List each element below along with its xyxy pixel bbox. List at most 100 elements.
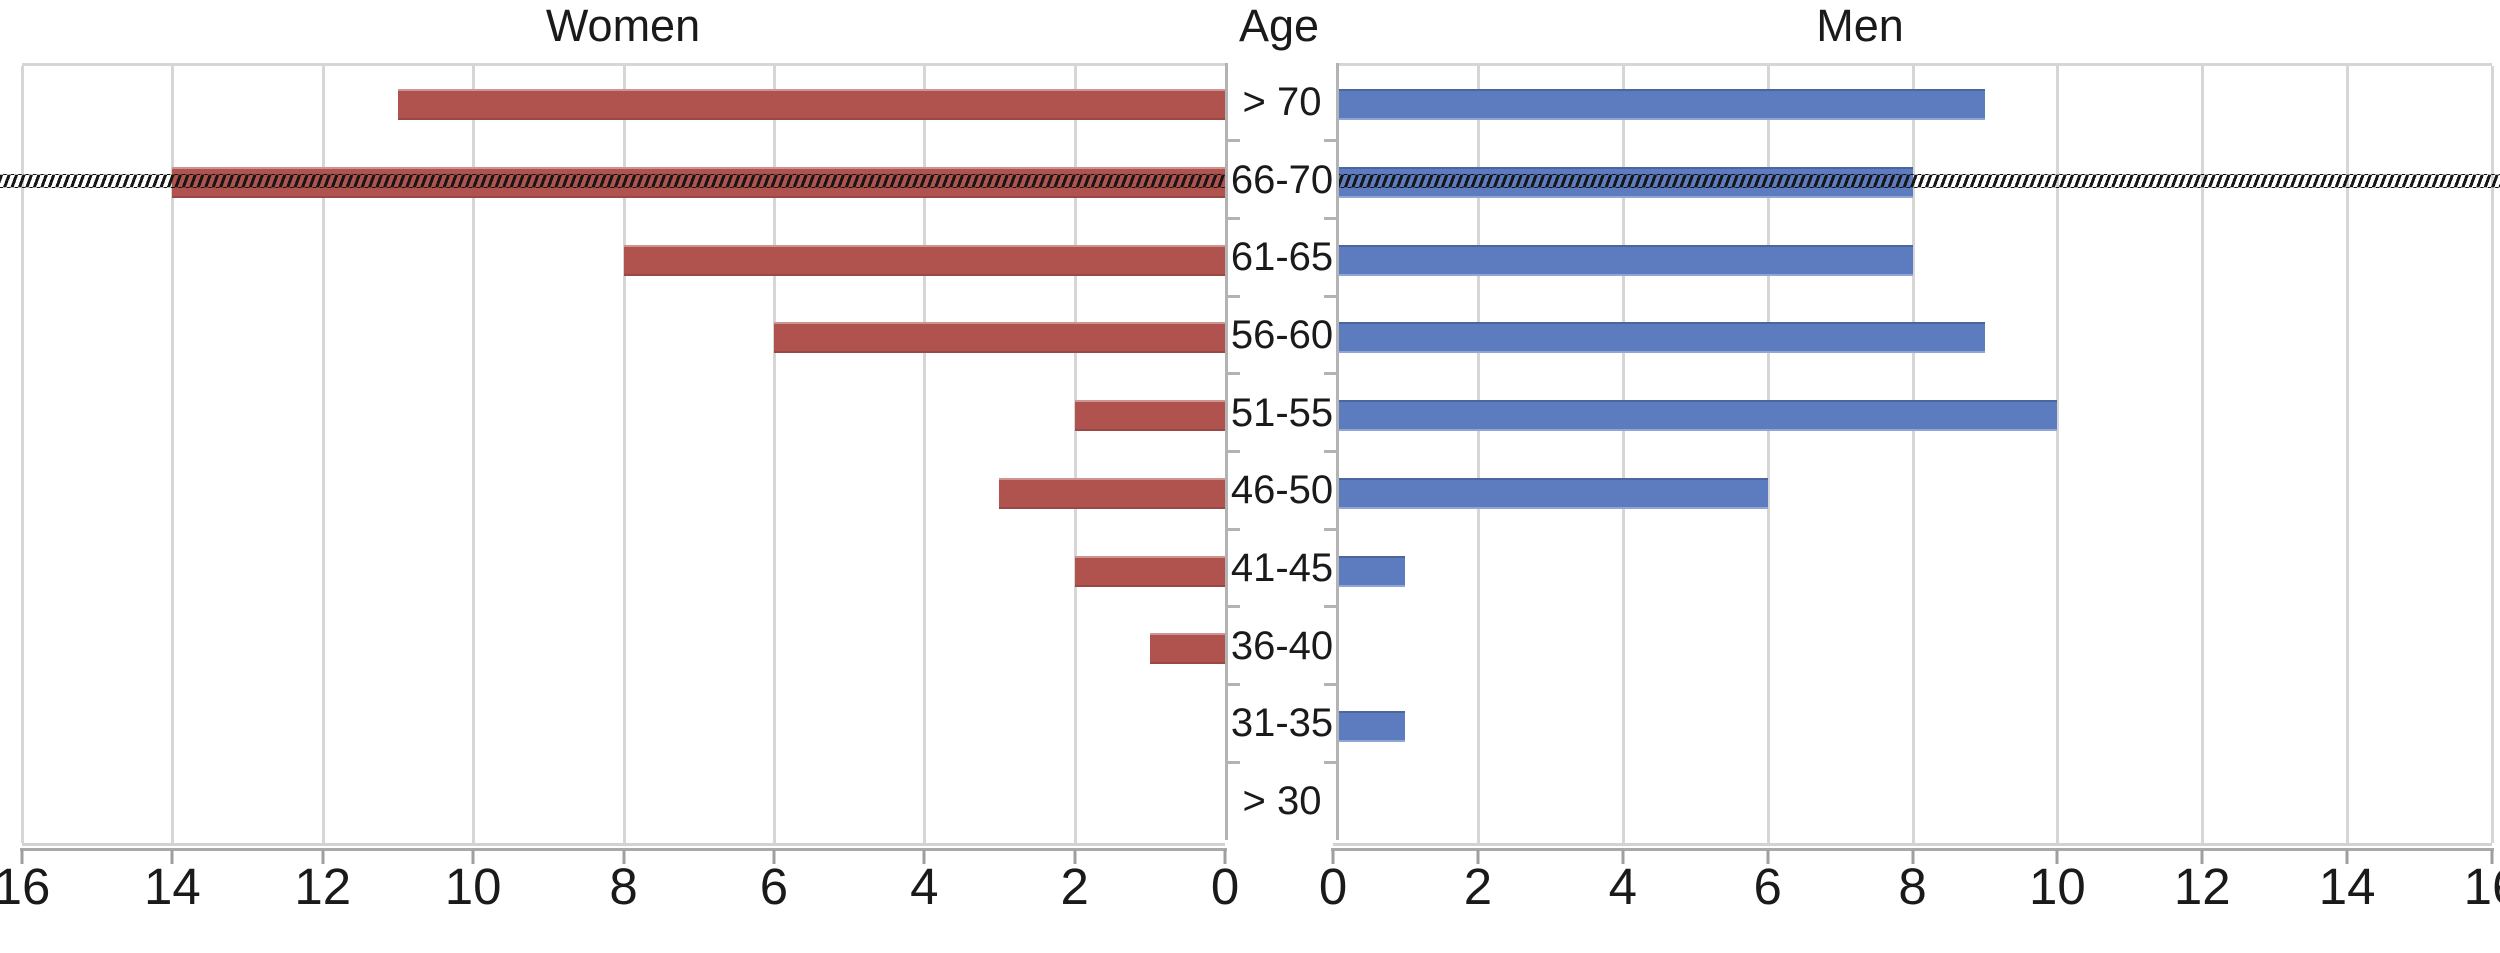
bar-women-70 (397, 89, 1225, 121)
gridline (2346, 66, 2350, 843)
x-axis-tick-label: 0 (1318, 858, 1348, 915)
gridline (171, 66, 175, 843)
bar-women-61-65 (623, 244, 1225, 276)
x-axis-tick-label: 4 (1608, 858, 1637, 915)
x-axis-tick (1073, 850, 1077, 864)
x-axis-tick (1223, 850, 1227, 864)
right-series-title: Men (1816, 0, 1904, 51)
x-axis-tick (1476, 850, 1480, 864)
age-label: > 30 (1242, 779, 1322, 824)
gridline (21, 66, 24, 843)
bar-women-41-45 (1074, 555, 1225, 587)
age-axis-minor-tick (1324, 294, 1336, 298)
bar-women-46-50 (999, 477, 1225, 509)
age-axis-minor-tick (1228, 605, 1240, 609)
x-axis-tick (1331, 850, 1335, 864)
age-axis-minor-tick (1228, 527, 1240, 531)
x-axis-tick (1911, 850, 1914, 864)
gridline (1073, 66, 1077, 843)
bar-women-51-55 (1074, 400, 1225, 432)
x-axis-tick (922, 850, 926, 864)
age-axis-minor-tick (1324, 760, 1336, 764)
gridline (1476, 66, 1480, 843)
x-axis-tick-label: 14 (2318, 858, 2376, 915)
gridline (1911, 66, 1915, 843)
x-axis-tick-label: 16 (2463, 858, 2500, 915)
gridline (2056, 66, 2060, 843)
age-axis-minor-tick (1324, 527, 1336, 531)
x-axis-line (1331, 848, 2494, 851)
gridline (2491, 66, 2494, 843)
bar-men-51-55 (1333, 400, 2058, 432)
left-series-title: Women (545, 0, 701, 51)
x-axis-tick (2055, 850, 2059, 864)
center-axis-title: Age (1238, 0, 1320, 51)
age-axis-minor-tick (1228, 450, 1240, 453)
x-axis-tick-label: 8 (609, 858, 638, 915)
x-axis-tick-label: 2 (1463, 858, 1493, 915)
age-label: 41-45 (1230, 546, 1334, 591)
age-axis-minor-tick (1324, 139, 1336, 143)
age-axis-minor-tick (1324, 605, 1336, 609)
x-axis-tick-label: 4 (910, 858, 939, 915)
gridline (622, 66, 626, 843)
x-axis-tick-label: 16 (0, 858, 51, 915)
x-axis-tick (772, 850, 776, 864)
age-label: 56-60 (1230, 312, 1334, 357)
bar-women-36-40 (1149, 633, 1225, 665)
x-axis-tick-label: 6 (1753, 858, 1782, 915)
x-axis-tick (1621, 850, 1625, 864)
x-axis-tick (2490, 850, 2494, 864)
gridline (923, 66, 927, 843)
x-axis-tick (1766, 850, 1770, 864)
x-axis-tick-label: 12 (294, 858, 352, 915)
age-axis-minor-tick (1228, 372, 1240, 376)
age-label: 51-55 (1230, 390, 1334, 435)
gridline (1621, 66, 1625, 843)
age-label: 31-35 (1230, 701, 1334, 746)
x-axis-tick-label: 6 (759, 858, 789, 915)
x-axis-tick (20, 850, 24, 864)
age-axis-minor-tick (1324, 683, 1336, 687)
x-axis-tick (2345, 850, 2349, 864)
bar-women-56-60 (773, 322, 1225, 354)
age-axis-minor-tick (1324, 450, 1336, 453)
bar-men-31-35 (1333, 710, 1406, 742)
age-axis-minor-tick (1228, 139, 1240, 143)
x-axis-tick-label: 0 (1210, 858, 1240, 915)
gridline (321, 66, 325, 843)
age-axis-minor-tick (1228, 294, 1240, 298)
age-axis-minor-tick (1324, 372, 1336, 376)
age-label: 36-40 (1230, 623, 1334, 668)
age-axis-minor-tick (1228, 216, 1240, 220)
x-axis-tick-label: 14 (144, 858, 201, 915)
bar-men-56-60 (1333, 322, 1985, 354)
age-axis-minor-tick (1228, 760, 1240, 764)
bar-men-46-50 (1333, 477, 1768, 509)
men-plot-area: 0 2 4 6 8 10 12 14 16 (1319, 63, 2500, 915)
age-label: > 70 (1242, 79, 1322, 124)
x-axis-tick-label: 8 (1898, 858, 1927, 915)
age-label: 66-70 (1230, 157, 1334, 202)
age-label: 46-50 (1230, 468, 1334, 513)
women-plot-area: 0 2 4 6 8 10 12 14 16 (0, 63, 1239, 915)
x-axis-tick-label: 2 (1060, 858, 1089, 915)
x-axis-tick (2200, 850, 2204, 864)
x-axis-tick (622, 850, 625, 864)
x-axis-tick-label: 12 (2173, 858, 2231, 915)
age-label: 61-65 (1230, 235, 1334, 280)
gridline (1766, 66, 1770, 843)
x-axis-tick (321, 850, 325, 864)
bar-men-70 (1333, 89, 1985, 121)
gridline (472, 66, 476, 843)
age-axis-strip: > 70 66-70 61-65 56-60 51-55 46-50 41-45 36-40 3… (1225, 63, 1339, 840)
bar-men-41-45 (1333, 555, 1406, 587)
x-axis-tick-label: 10 (2029, 858, 2086, 915)
x-axis-line (20, 848, 1227, 851)
x-axis-tick (170, 850, 174, 864)
x-axis-tick (471, 850, 475, 864)
gridline (2201, 66, 2205, 843)
bar-men-61-65 (1333, 244, 1913, 276)
age-axis-minor-tick (1228, 683, 1240, 687)
